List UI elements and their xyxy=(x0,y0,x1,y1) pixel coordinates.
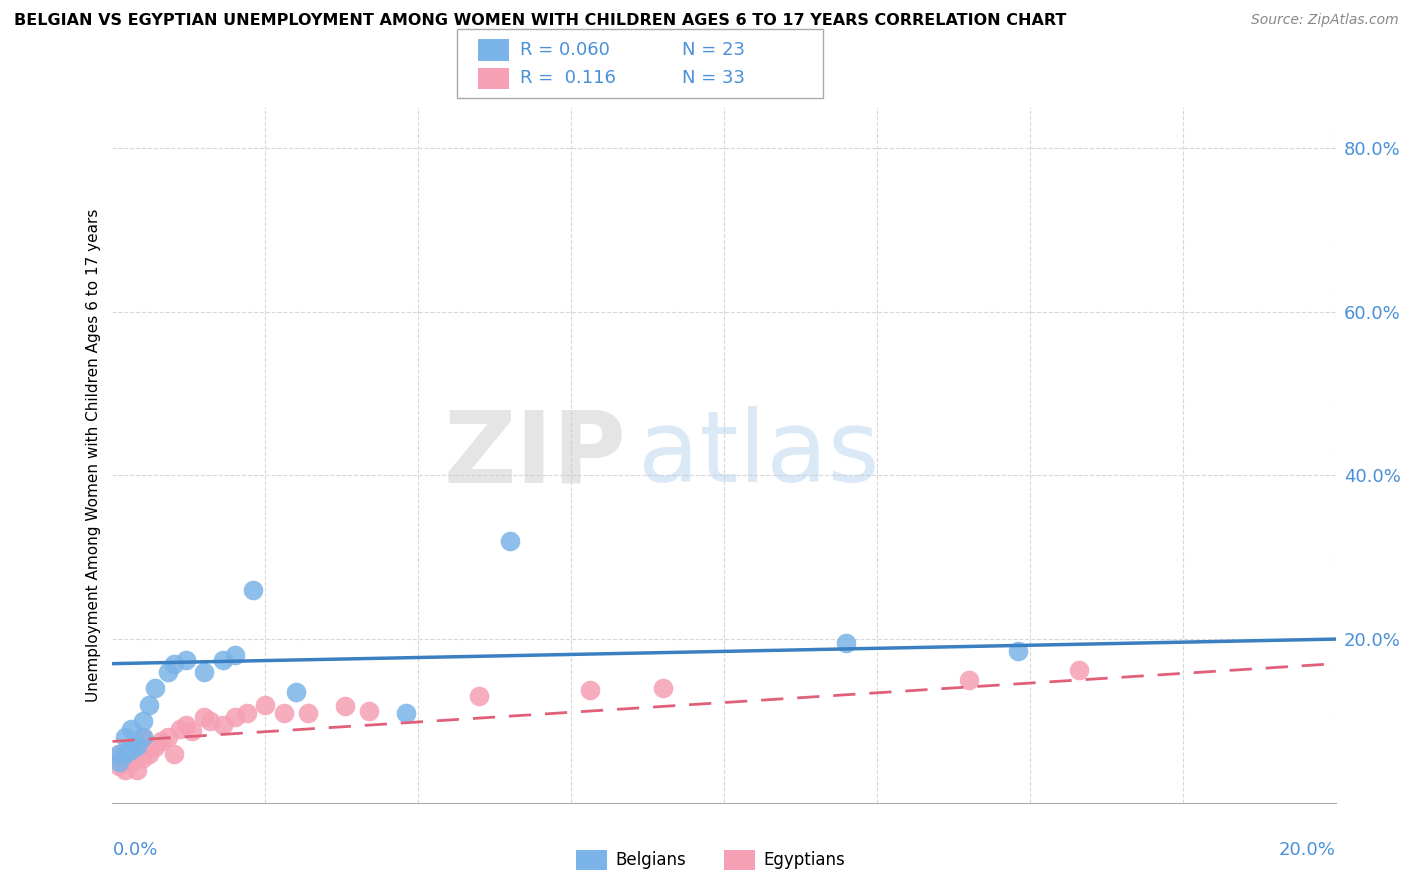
Y-axis label: Unemployment Among Women with Children Ages 6 to 17 years: Unemployment Among Women with Children A… xyxy=(86,208,101,702)
Point xyxy=(132,751,155,765)
Point xyxy=(143,740,166,755)
Point xyxy=(138,698,160,712)
Point xyxy=(156,731,179,745)
Text: ZIP: ZIP xyxy=(443,407,626,503)
Point xyxy=(107,755,129,769)
Point xyxy=(156,665,179,679)
Point xyxy=(273,706,295,720)
Point xyxy=(211,718,233,732)
Point xyxy=(284,685,308,699)
Point xyxy=(359,704,381,718)
Point xyxy=(242,582,264,597)
Point xyxy=(120,742,142,756)
Point xyxy=(143,681,166,696)
Point xyxy=(114,747,136,761)
Point xyxy=(169,722,191,736)
Point xyxy=(193,710,215,724)
Point xyxy=(236,706,259,720)
Point xyxy=(114,731,136,745)
Point xyxy=(224,710,246,724)
Point xyxy=(224,648,246,663)
Point xyxy=(132,731,155,745)
Point xyxy=(468,690,491,704)
Point xyxy=(193,665,215,679)
Text: N = 33: N = 33 xyxy=(682,70,745,87)
Point xyxy=(125,763,148,777)
Text: Egyptians: Egyptians xyxy=(763,851,845,869)
Point xyxy=(835,636,858,650)
Point xyxy=(297,706,319,720)
Point xyxy=(174,652,197,666)
Point xyxy=(107,747,129,761)
Point xyxy=(181,723,204,738)
Point xyxy=(333,699,356,714)
Text: BELGIAN VS EGYPTIAN UNEMPLOYMENT AMONG WOMEN WITH CHILDREN AGES 6 TO 17 YEARS CO: BELGIAN VS EGYPTIAN UNEMPLOYMENT AMONG W… xyxy=(14,13,1066,29)
Point xyxy=(107,747,129,761)
Point xyxy=(211,652,233,666)
Text: 20.0%: 20.0% xyxy=(1279,841,1336,859)
Point xyxy=(499,533,522,548)
Point xyxy=(107,759,129,773)
Point xyxy=(114,763,136,777)
Point xyxy=(1067,663,1090,677)
Point xyxy=(1007,644,1029,658)
Point xyxy=(163,747,186,761)
Point xyxy=(132,714,155,728)
Point xyxy=(163,657,186,671)
Point xyxy=(150,734,173,748)
Text: 0.0%: 0.0% xyxy=(112,841,157,859)
Point xyxy=(957,673,980,687)
Point xyxy=(120,722,142,736)
Point xyxy=(125,739,148,753)
Point xyxy=(254,698,277,712)
Text: N = 23: N = 23 xyxy=(682,41,745,59)
Point xyxy=(138,747,160,761)
Point xyxy=(120,755,142,769)
Point xyxy=(200,714,222,728)
Text: Source: ZipAtlas.com: Source: ZipAtlas.com xyxy=(1251,13,1399,28)
Text: atlas: atlas xyxy=(638,407,880,503)
Point xyxy=(125,739,148,753)
Point xyxy=(578,682,600,697)
Text: R = 0.060: R = 0.060 xyxy=(520,41,610,59)
Point xyxy=(174,718,197,732)
Point xyxy=(120,740,142,755)
Point xyxy=(395,706,418,720)
Point xyxy=(132,731,155,745)
Text: R =  0.116: R = 0.116 xyxy=(520,70,616,87)
Point xyxy=(652,681,675,696)
Point xyxy=(114,747,136,761)
Text: Belgians: Belgians xyxy=(616,851,686,869)
